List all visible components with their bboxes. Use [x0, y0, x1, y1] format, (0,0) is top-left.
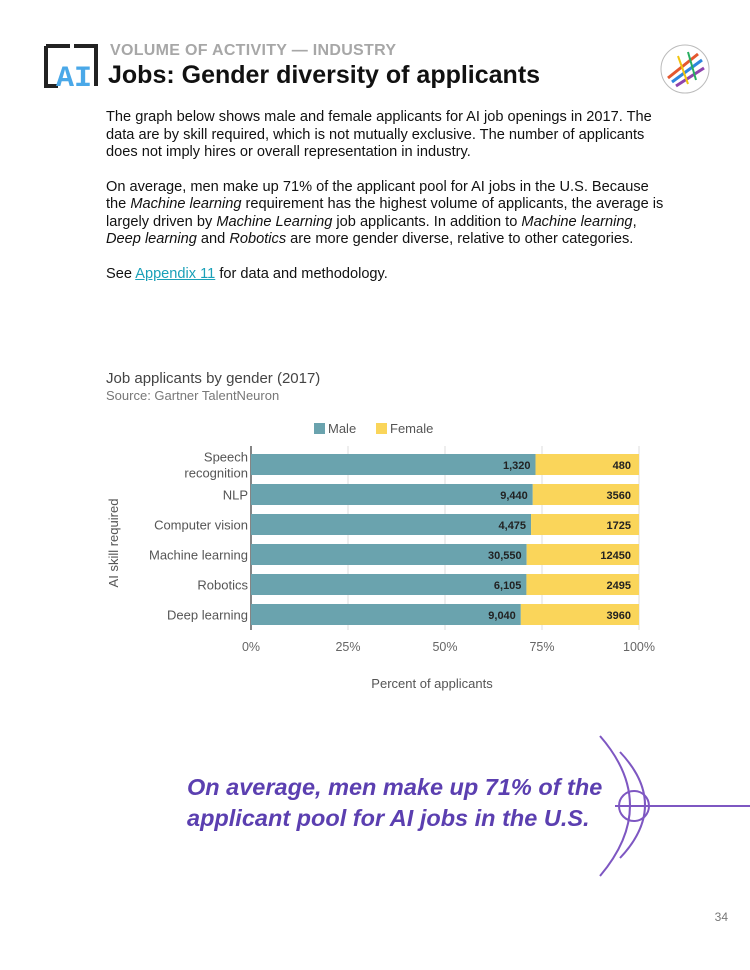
- ai-index-logo: AI: [44, 44, 98, 92]
- x-tick-label: 25%: [335, 640, 360, 654]
- paragraph-average: On average, men make up 71% of the appli…: [106, 178, 664, 248]
- chart-source: Source: Gartner TalentNeuron: [106, 388, 280, 403]
- section-kicker: VOLUME OF ACTIVITY — INDUSTRY: [110, 42, 397, 59]
- bar-female: [535, 454, 639, 475]
- data-label-male: 1,320: [503, 460, 531, 472]
- legend-male-label: Male: [328, 421, 356, 436]
- bar-male: [251, 604, 521, 625]
- x-axis-title: Percent of applicants: [371, 676, 493, 691]
- data-label-male: 9,440: [500, 490, 528, 502]
- legend-male-swatch: [314, 423, 325, 434]
- paragraph-intro: The graph below shows male and female ap…: [106, 109, 652, 160]
- data-label-male: 9,040: [488, 610, 516, 622]
- x-tick-label: 0%: [242, 640, 260, 654]
- paragraph-appendix: See Appendix 11 for data and methodology…: [106, 265, 388, 282]
- data-label-female: 1725: [607, 520, 631, 532]
- bar-male: [251, 574, 527, 595]
- data-label-female: 12450: [600, 550, 631, 562]
- legend-female-label: Female: [390, 421, 433, 436]
- bar-male: [251, 514, 532, 535]
- y-tick-label: recognition: [184, 466, 248, 481]
- data-label-female: 3960: [607, 610, 631, 622]
- data-label-female: 480: [613, 460, 631, 472]
- data-label-female: 2495: [607, 580, 631, 592]
- body-text: The graph below shows male and female ap…: [106, 109, 666, 300]
- page-title: Jobs: Gender diversity of applicants: [108, 61, 541, 89]
- bar-chart: Male Female 0% 25% 50% 75% 100% 1,320 480 Speechr…: [106, 421, 655, 691]
- data-label-female: 3560: [607, 490, 631, 502]
- appendix-link[interactable]: Appendix 11: [135, 265, 216, 282]
- data-label-male: 30,550: [488, 550, 522, 562]
- bar-male: [251, 484, 533, 505]
- emblem-icon: [660, 44, 710, 94]
- bar-female: [532, 484, 639, 505]
- y-tick-label: Speech: [204, 450, 248, 465]
- bar-male: [251, 454, 536, 475]
- logo-text: AI: [56, 62, 92, 92]
- bar-female: [526, 544, 639, 565]
- bar-female: [526, 574, 639, 595]
- y-tick-label: NLP: [223, 488, 248, 503]
- chart-title: Job applicants by gender (2017): [106, 370, 321, 387]
- data-label-male: 6,105: [494, 580, 522, 592]
- bar-female: [520, 604, 639, 625]
- legend-female-swatch: [376, 423, 387, 434]
- y-tick-label: Computer vision: [154, 518, 248, 533]
- x-tick-label: 100%: [623, 640, 655, 654]
- y-tick-label: Robotics: [197, 578, 248, 593]
- x-tick-label: 50%: [432, 640, 457, 654]
- data-label-male: 4,475: [499, 520, 527, 532]
- page-number: 34: [714, 910, 728, 924]
- x-tick-label: 75%: [529, 640, 554, 654]
- bar-male: [251, 544, 527, 565]
- bar-female: [531, 514, 639, 535]
- y-tick-label: Deep learning: [167, 608, 248, 623]
- y-tick-label: Machine learning: [149, 548, 248, 563]
- pull-quote: On average, men make up 71% of the appli…: [187, 774, 603, 831]
- y-axis-title: AI skill required: [106, 499, 121, 588]
- decorative-arcs-icon: [599, 735, 750, 877]
